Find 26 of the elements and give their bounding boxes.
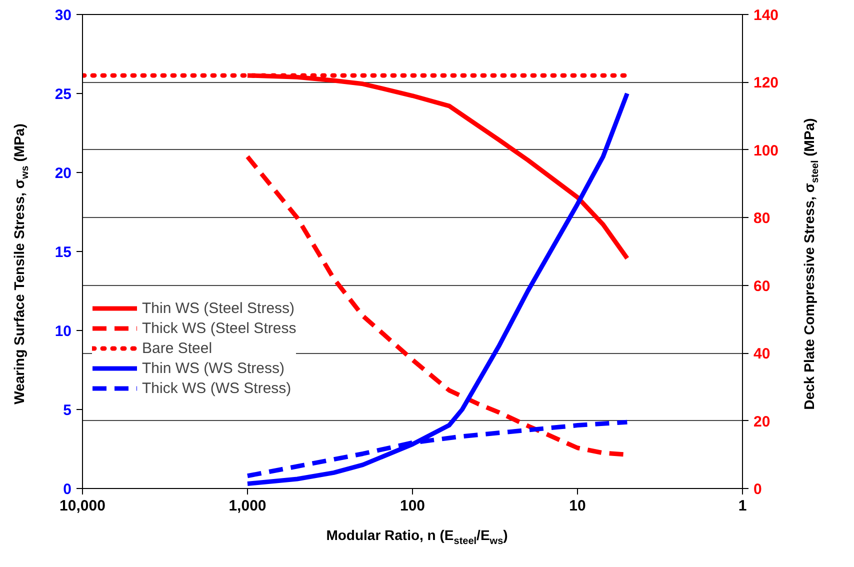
y2-tick-label: 60 (754, 278, 770, 295)
legend-label: Thick WS (Steel Stress (142, 320, 296, 336)
y-tick-label: 5 (63, 402, 72, 419)
y-tick-label: 20 (54, 165, 72, 182)
y-tick-label: 0 (63, 481, 72, 498)
y2-tick-label: 100 (754, 142, 779, 160)
y2-tick-label: 40 (754, 346, 770, 363)
legend-label: Bare Steel (142, 340, 212, 356)
y-tick-label: 30 (54, 7, 72, 24)
x-tick-label: 10,000 (60, 498, 106, 514)
legend-label: Thick WS (WS Stress) (142, 380, 292, 396)
legend-label: Thin WS (Steel Stress) (142, 300, 295, 316)
y-tick-label: 25 (54, 86, 72, 103)
y2-tick-label: 80 (754, 210, 770, 228)
y-tick-label: 15 (54, 244, 72, 261)
x-tick-label: 100 (400, 498, 426, 514)
x-tick-label: 1 (738, 498, 747, 514)
x-axis-title: Modular Ratio, n (E$_{steel}$/E$_{ws}$) (326, 526, 508, 549)
y2-tick-label: 20 (754, 413, 770, 430)
x-tick-label: 10 (569, 498, 586, 514)
y-tick-label: 10 (54, 323, 72, 340)
y2-tick-label: 140 (754, 7, 779, 24)
y2-tick-label: 0 (754, 481, 762, 498)
legend-label: Thin WS (WS Stress) (142, 360, 285, 376)
y2-tick-label: 120 (754, 74, 779, 92)
x-tick-label: 1,000 (228, 498, 266, 514)
